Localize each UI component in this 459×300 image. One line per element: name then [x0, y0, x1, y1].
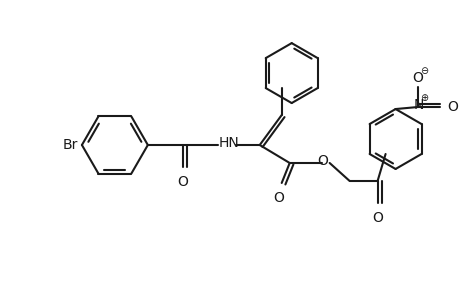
Text: N: N [413, 98, 423, 112]
Text: ⊖: ⊖ [420, 66, 428, 76]
Text: ⊕: ⊕ [420, 93, 428, 103]
Text: O: O [177, 175, 188, 189]
Text: Br: Br [62, 138, 78, 152]
Text: HN: HN [218, 136, 239, 150]
Text: O: O [447, 100, 458, 114]
Text: O: O [317, 154, 327, 168]
Text: O: O [273, 191, 284, 205]
Text: O: O [411, 71, 422, 85]
Text: O: O [371, 211, 382, 225]
